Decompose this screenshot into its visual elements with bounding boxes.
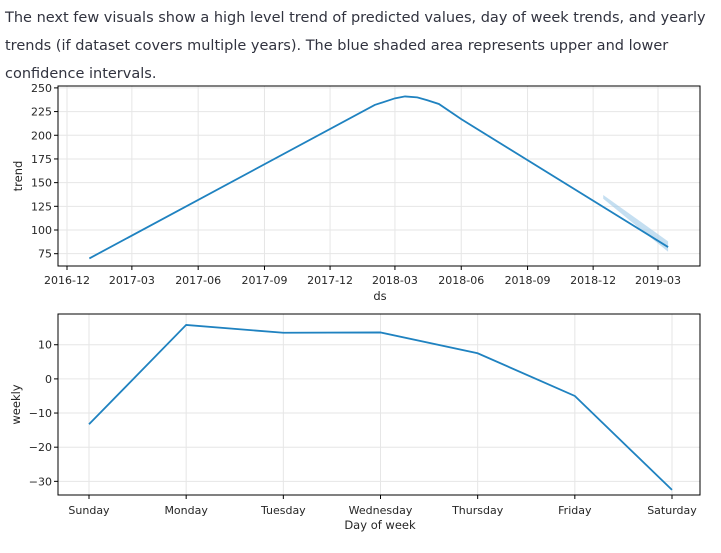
x-tick-label: 2018-03 [372, 274, 418, 287]
plot-frame [57, 313, 701, 496]
y-tick-label: 0 [45, 373, 52, 386]
x-tick-label: Wednesday [349, 504, 413, 517]
intro-text: The next few visuals show a high level t… [5, 10, 706, 82]
x-tick-label: Thursday [451, 504, 504, 517]
x-tick-label: Friday [558, 504, 592, 517]
x-tick-label: 2017-12 [307, 274, 353, 287]
y-axis-title: weekly [9, 384, 23, 424]
x-tick-label: Tuesday [260, 504, 306, 517]
plot-frame [57, 85, 701, 267]
x-axis-title: ds [373, 289, 386, 300]
x-tick-label: 2018-12 [570, 274, 616, 287]
x-tick-label: Monday [164, 504, 208, 517]
x-tick-label: 2017-03 [109, 274, 155, 287]
x-axis-title: Day of week [344, 518, 416, 532]
x-tick-label: 2017-09 [241, 274, 287, 287]
x-tick-label: 2019-03 [635, 274, 681, 287]
y-tick-label: 200 [31, 129, 52, 142]
y-tick-label: 150 [31, 177, 52, 190]
y-tick-label: −10 [29, 407, 52, 420]
trend-line [88, 95, 669, 260]
y-tick-label: 10 [38, 339, 52, 352]
y-tick-label: 100 [31, 224, 52, 237]
y-tick-label: −20 [29, 441, 52, 454]
y-tick-label: 175 [31, 153, 52, 166]
x-tick-label: Sunday [68, 504, 110, 517]
x-tick-label: Saturday [647, 504, 697, 517]
y-tick-label: 75 [38, 248, 52, 261]
trend-chart: 75 100 125 150 175 200 225 250 2016-12 2017-03 201… [11, 82, 701, 300]
x-tick-label: 2018-09 [505, 274, 551, 287]
y-tick-label: 225 [31, 106, 52, 119]
x-tick-label: 2017-06 [175, 274, 221, 287]
y-axis-title: trend [11, 161, 25, 192]
y-tick-label: −30 [29, 475, 52, 488]
y-tick-label: 125 [31, 200, 52, 213]
y-tick-label: 250 [31, 82, 52, 95]
weekly-line [88, 323, 673, 491]
x-tick-label: 2018-06 [438, 274, 484, 287]
x-tick-label: 2016-12 [44, 274, 90, 287]
